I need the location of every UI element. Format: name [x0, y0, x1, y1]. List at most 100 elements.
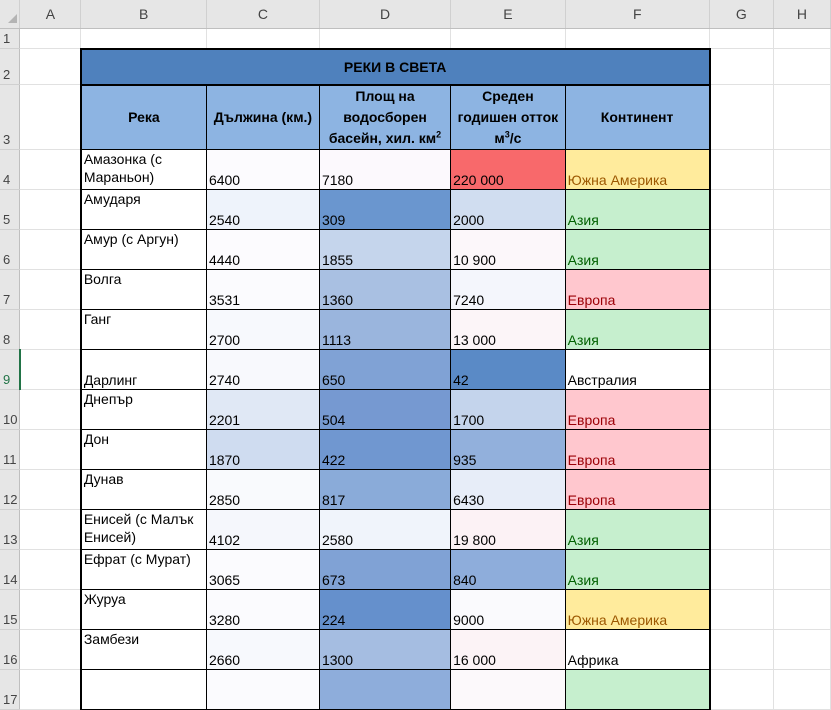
continent-cell[interactable]: Азия [564, 508, 711, 550]
row-header-11[interactable]: 11 [0, 429, 21, 470]
header-continent[interactable]: Континент [564, 84, 711, 150]
length-cell[interactable]: 6400 [205, 148, 320, 190]
cell[interactable] [709, 149, 774, 190]
continent-cell[interactable]: Азия [564, 188, 711, 230]
continent-cell[interactable] [564, 668, 711, 710]
cell[interactable] [19, 549, 82, 590]
cell[interactable] [565, 28, 711, 49]
row-header-8[interactable]: 8 [0, 309, 21, 350]
basin-area-cell[interactable]: 673 [318, 548, 452, 590]
flow-cell[interactable]: 42 [450, 348, 566, 390]
flow-cell[interactable]: 935 [450, 428, 566, 470]
cell[interactable] [773, 589, 831, 630]
basin-area-cell[interactable]: 650 [318, 348, 452, 390]
basin-area-cell[interactable]: 2580 [318, 508, 452, 550]
cell[interactable] [709, 229, 774, 270]
basin-area-cell[interactable]: 1360 [318, 268, 452, 310]
cell[interactable] [19, 509, 82, 550]
basin-area-cell[interactable]: 1855 [318, 228, 452, 270]
basin-area-cell[interactable]: 309 [318, 188, 452, 230]
cell[interactable] [773, 669, 831, 710]
flow-cell[interactable]: 19 800 [450, 508, 566, 550]
row-header-13[interactable]: 13 [0, 509, 21, 550]
length-cell[interactable]: 2540 [205, 188, 320, 230]
river-name-cell[interactable]: Днепър [79, 388, 207, 430]
continent-cell[interactable]: Азия [564, 548, 711, 590]
river-name-cell[interactable] [79, 668, 207, 710]
length-cell[interactable]: 2850 [205, 468, 320, 510]
length-cell[interactable]: 2740 [205, 348, 320, 390]
flow-cell[interactable]: 2000 [450, 188, 566, 230]
column-header-f[interactable]: F [565, 0, 711, 29]
river-name-cell[interactable]: Енисей (с Малък Енисей) [79, 508, 207, 550]
cell[interactable] [709, 669, 774, 710]
cell[interactable] [709, 549, 774, 590]
length-cell[interactable] [205, 668, 320, 710]
cell[interactable] [773, 48, 831, 85]
cell[interactable] [80, 28, 207, 49]
length-cell[interactable]: 3280 [205, 588, 320, 630]
column-header-e[interactable]: E [450, 0, 566, 29]
river-name-cell[interactable]: Дарлинг [79, 348, 207, 390]
cell[interactable] [773, 189, 831, 230]
row-header-5[interactable]: 5 [0, 189, 21, 230]
basin-area-cell[interactable]: 504 [318, 388, 452, 430]
cell[interactable] [709, 349, 774, 390]
river-name-cell[interactable]: Амур (с Аргун) [79, 228, 207, 270]
cell[interactable] [773, 309, 831, 350]
cell[interactable] [709, 309, 774, 350]
length-cell[interactable]: 1870 [205, 428, 320, 470]
cell[interactable] [773, 28, 831, 49]
row-header-4[interactable]: 4 [0, 149, 21, 190]
continent-cell[interactable]: Азия [564, 228, 711, 270]
continent-cell[interactable]: Африка [564, 628, 711, 670]
cell[interactable] [19, 629, 82, 670]
row-header-16[interactable]: 16 [0, 629, 21, 670]
river-name-cell[interactable]: Дунав [79, 468, 207, 510]
flow-cell[interactable]: 10 900 [450, 228, 566, 270]
length-cell[interactable]: 4440 [205, 228, 320, 270]
basin-area-cell[interactable]: 1113 [318, 308, 452, 350]
row-header-1[interactable]: 1 [0, 28, 21, 49]
cell[interactable] [19, 149, 82, 190]
length-cell[interactable]: 2660 [205, 628, 320, 670]
cell[interactable] [709, 48, 774, 85]
cell[interactable] [709, 269, 774, 310]
row-header-3[interactable]: 3 [0, 84, 21, 150]
continent-cell[interactable]: Австралия [564, 348, 711, 390]
flow-cell[interactable]: 220 000 [450, 148, 566, 190]
cell[interactable] [773, 349, 831, 390]
cell[interactable] [19, 269, 82, 310]
flow-cell[interactable]: 840 [450, 548, 566, 590]
cell[interactable] [19, 309, 82, 350]
header-river[interactable]: Река [79, 84, 207, 150]
continent-cell[interactable]: Южна Америка [564, 588, 711, 630]
basin-area-cell[interactable]: 422 [318, 428, 452, 470]
cell[interactable] [773, 509, 831, 550]
cell[interactable] [19, 669, 82, 710]
flow-cell[interactable]: 9000 [450, 588, 566, 630]
cell[interactable] [773, 429, 831, 470]
cell[interactable] [773, 549, 831, 590]
basin-area-cell[interactable]: 817 [318, 468, 452, 510]
header-flow[interactable]: Среден годишен отток м3/с [450, 84, 566, 150]
river-name-cell[interactable]: Замбези [79, 628, 207, 670]
river-name-cell[interactable]: Журуа [79, 588, 207, 630]
column-header-h[interactable]: H [773, 0, 831, 29]
cell[interactable] [709, 189, 774, 230]
column-header-b[interactable]: B [80, 0, 207, 29]
cell[interactable] [709, 389, 774, 430]
cell[interactable] [19, 429, 82, 470]
row-header-14[interactable]: 14 [0, 549, 21, 590]
flow-cell[interactable] [450, 668, 566, 710]
length-cell[interactable]: 3065 [205, 548, 320, 590]
select-all-corner[interactable] [0, 0, 21, 29]
flow-cell[interactable]: 7240 [450, 268, 566, 310]
river-name-cell[interactable]: Дон [79, 428, 207, 470]
continent-cell[interactable]: Южна Америка [564, 148, 711, 190]
length-cell[interactable]: 2700 [205, 308, 320, 350]
cell[interactable] [709, 84, 774, 150]
cell[interactable] [19, 229, 82, 270]
cell[interactable] [319, 28, 452, 49]
